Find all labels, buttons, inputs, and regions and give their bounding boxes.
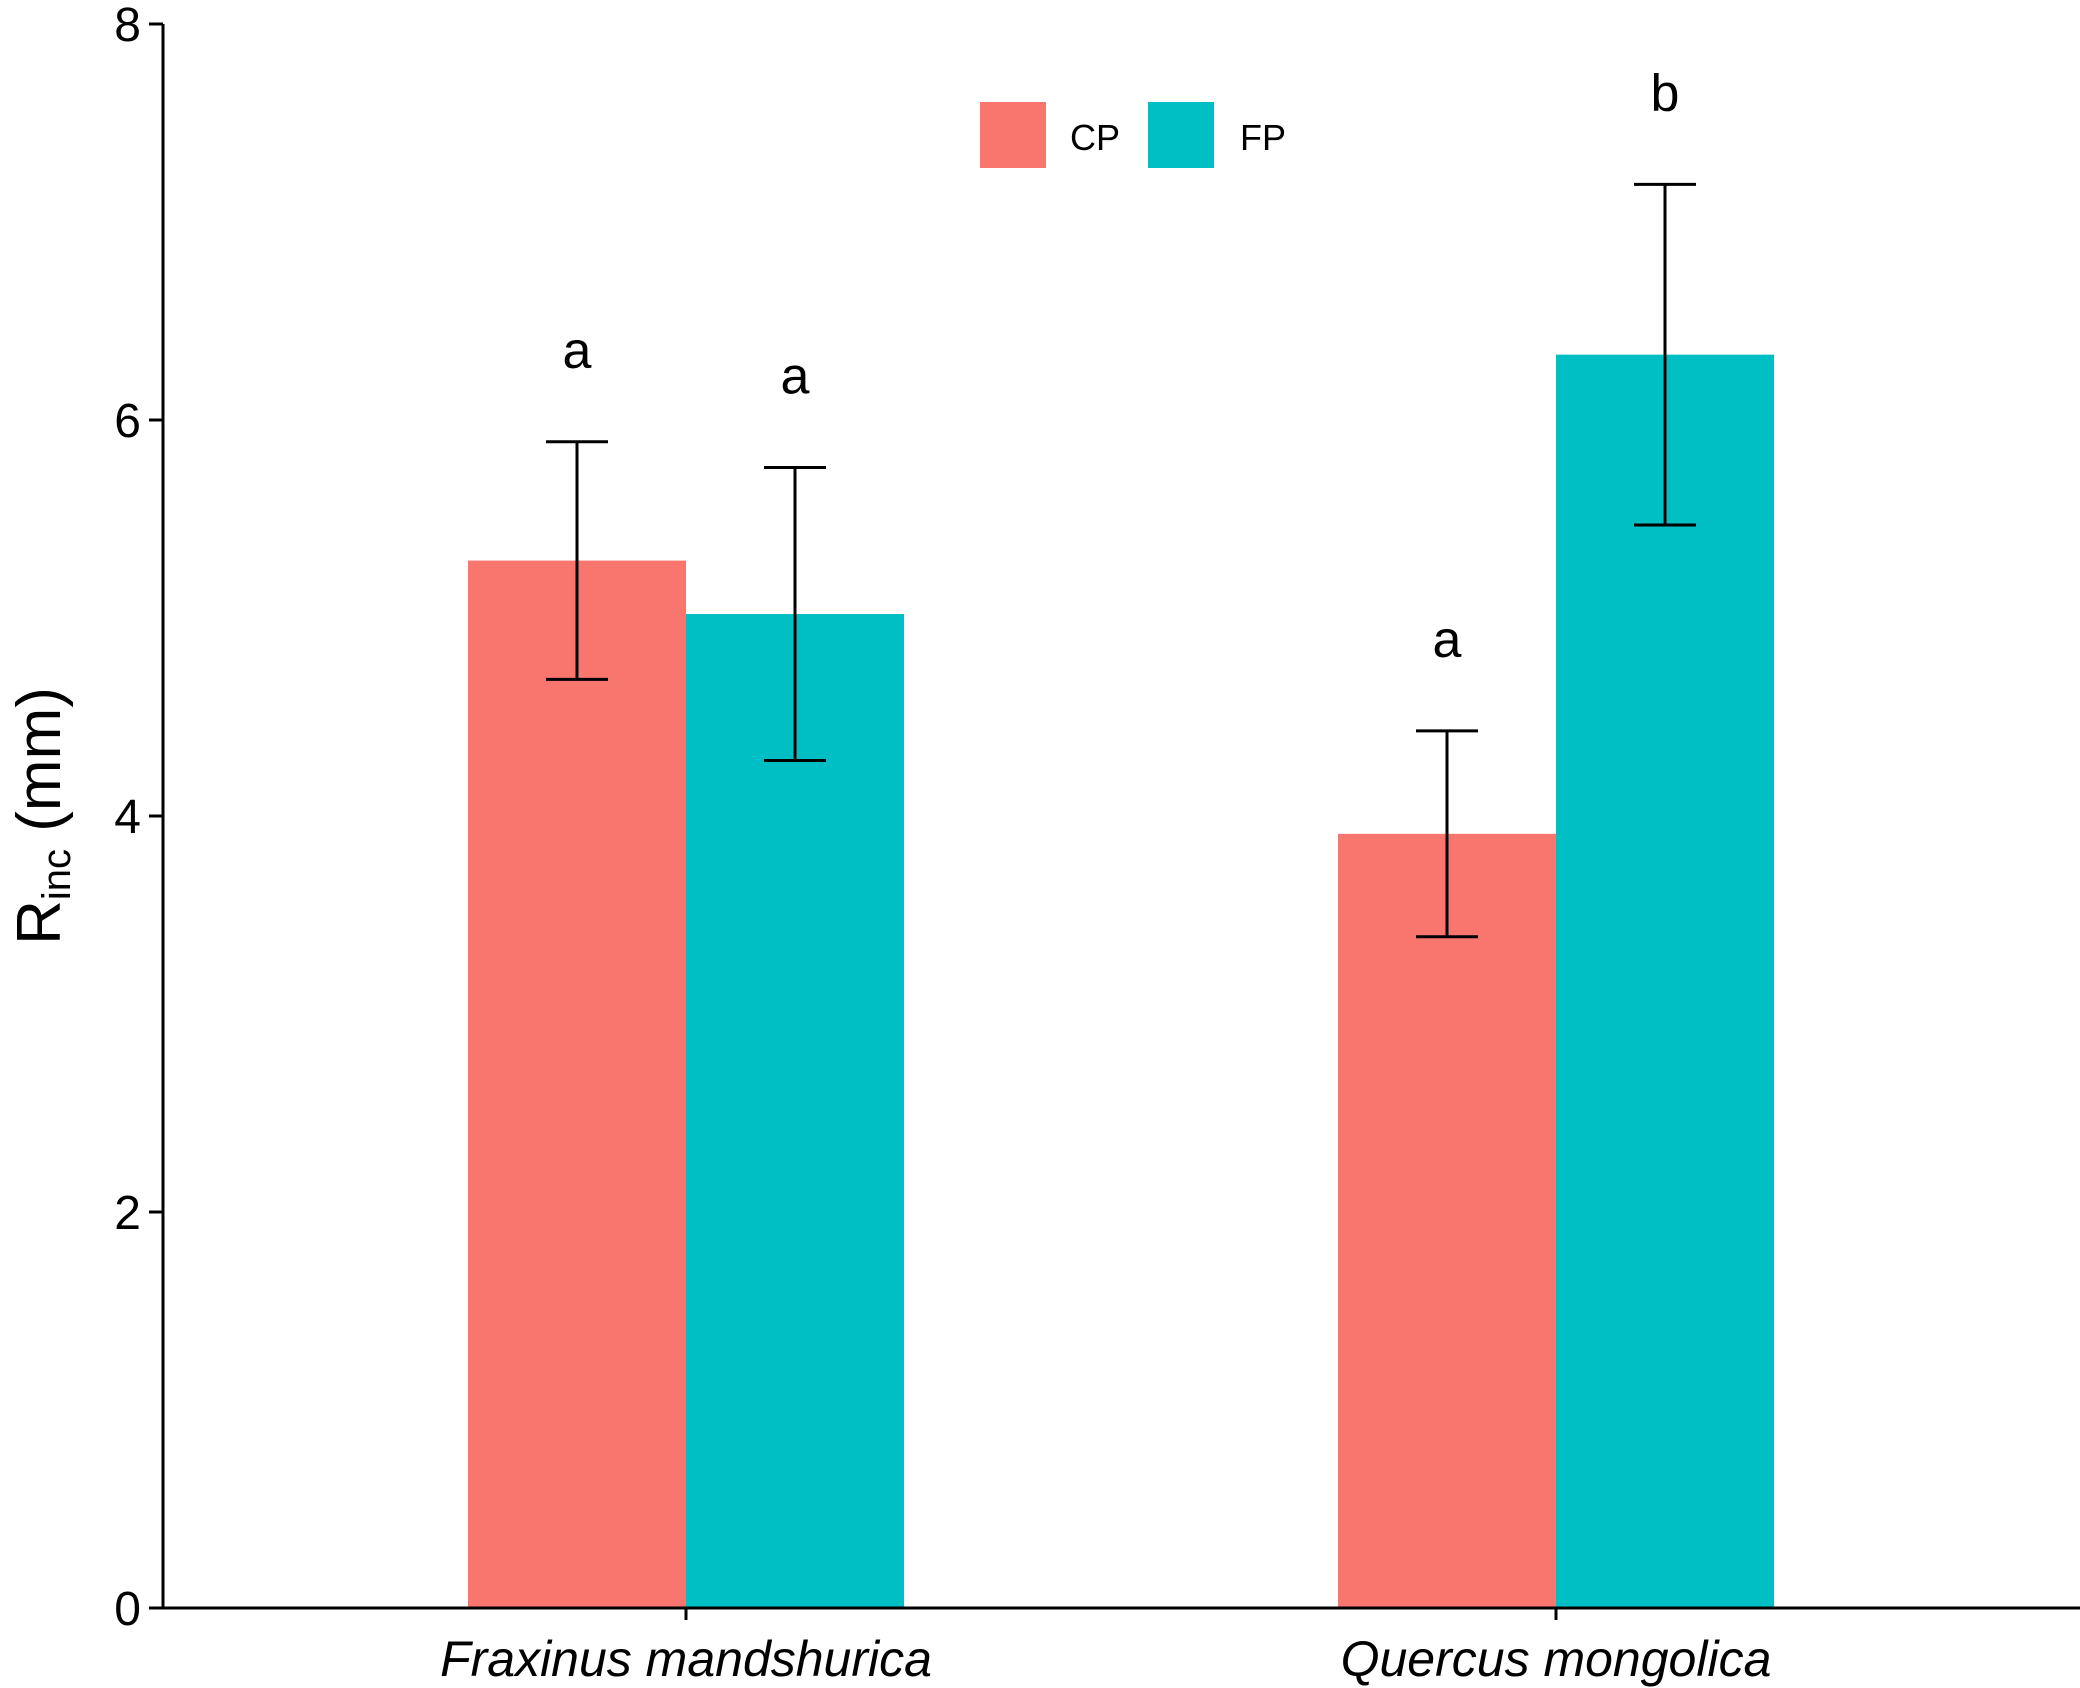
x-tick-label: Quercus mongolica <box>1341 1631 1772 1687</box>
legend-label-fp: FP <box>1240 117 1286 158</box>
bar-fp <box>1556 354 1774 1608</box>
significance-label: b <box>1651 64 1680 122</box>
bar-cp <box>468 560 686 1608</box>
error-bars-layer <box>546 182 1696 939</box>
bars-layer <box>468 354 1774 1608</box>
y-axis-label-main: R <box>5 900 74 945</box>
legend: CP FP <box>980 102 1286 168</box>
y-tick-label: 6 <box>114 395 141 448</box>
significance-label: a <box>781 348 810 406</box>
significance-label: a <box>1433 611 1462 669</box>
y-axis-label-sub: inc <box>35 849 79 900</box>
bar-cp <box>1338 833 1556 1608</box>
y-axis-label-unit: (mm) <box>5 687 74 849</box>
y-ticks-layer: 0 2 4 6 8 <box>114 0 163 1636</box>
x-ticks-layer: Fraxinus mandshurica Quercus mongolica <box>440 1608 1771 1687</box>
y-axis-label: Rinc (mm) <box>5 687 79 945</box>
y-tick-label: 4 <box>114 791 141 844</box>
y-tick-label: 2 <box>114 1187 141 1240</box>
y-tick-label: 8 <box>114 0 141 52</box>
legend-label-cp: CP <box>1070 117 1120 158</box>
x-tick-label: Fraxinus mandshurica <box>440 1631 932 1687</box>
y-tick-label: 0 <box>114 1583 141 1636</box>
significance-labels-layer: a a a b <box>563 64 1680 668</box>
bar-fp <box>686 614 904 1608</box>
legend-swatch-fp <box>1148 102 1214 168</box>
legend-swatch-cp <box>980 102 1046 168</box>
significance-label: a <box>563 322 592 380</box>
